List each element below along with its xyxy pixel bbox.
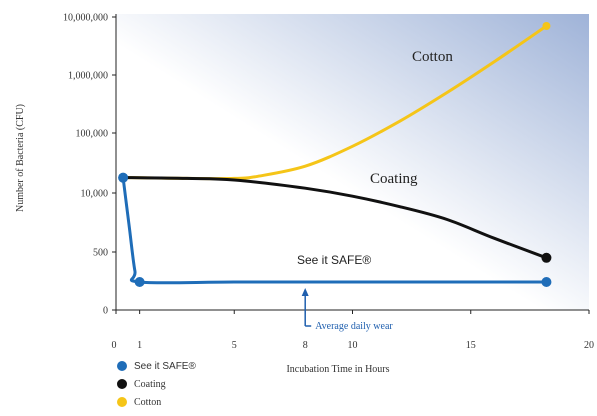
y-tick-label: 10,000,000 [63, 13, 108, 24]
legend-swatch [117, 361, 127, 371]
x-tick-label: 15 [466, 340, 476, 351]
x-tick-label: 1 [137, 340, 142, 351]
legend: See it SAFE® Coating Cotton [117, 361, 196, 408]
series-layer [118, 21, 552, 287]
labels-layer: Cotton Coating See it SAFE® Average daily w… [297, 49, 453, 332]
cotton-series-label: Cotton [412, 49, 453, 65]
coating-series-line [121, 176, 548, 260]
x-tick-label: 8 [303, 340, 308, 351]
see-it-safe-series-label: See it SAFE® [297, 253, 371, 267]
coating-end-point [541, 252, 552, 263]
coating-series-label: Coating [370, 171, 418, 187]
legend-swatch [117, 397, 127, 407]
y-tick-label: 1,000,000 [68, 71, 108, 82]
y-axis-title: Number of Bacteria (CFU) [15, 104, 26, 212]
see-it-safe-end-point [541, 277, 552, 287]
x-tick-label: 10 [348, 340, 358, 351]
y-tick-label: 10,000 [81, 189, 109, 200]
average-daily-wear-annotation: Average daily wear [315, 321, 393, 332]
see-it-safe-start-point [118, 172, 129, 183]
legend-label: See it SAFE® [134, 361, 196, 372]
see-it-safe-series-line [121, 176, 548, 285]
legend-swatch [117, 379, 127, 389]
x-tick-label: 20 [584, 340, 594, 351]
x-tick-label: 0 [112, 340, 117, 351]
cotton-end-point [542, 21, 551, 30]
x-axis-title: Incubation Time in Hours [286, 364, 389, 375]
legend-label: Cotton [134, 397, 161, 408]
see-it-safe-point [134, 277, 145, 287]
y-tick-label: 0 [103, 306, 108, 317]
plot-background [116, 14, 589, 310]
y-tick-label: 100,000 [76, 129, 109, 140]
x-tick-label: 5 [232, 340, 237, 351]
arrow-up-icon [301, 288, 309, 296]
legend-label: Coating [134, 379, 166, 390]
y-tick-label: 500 [93, 248, 108, 259]
